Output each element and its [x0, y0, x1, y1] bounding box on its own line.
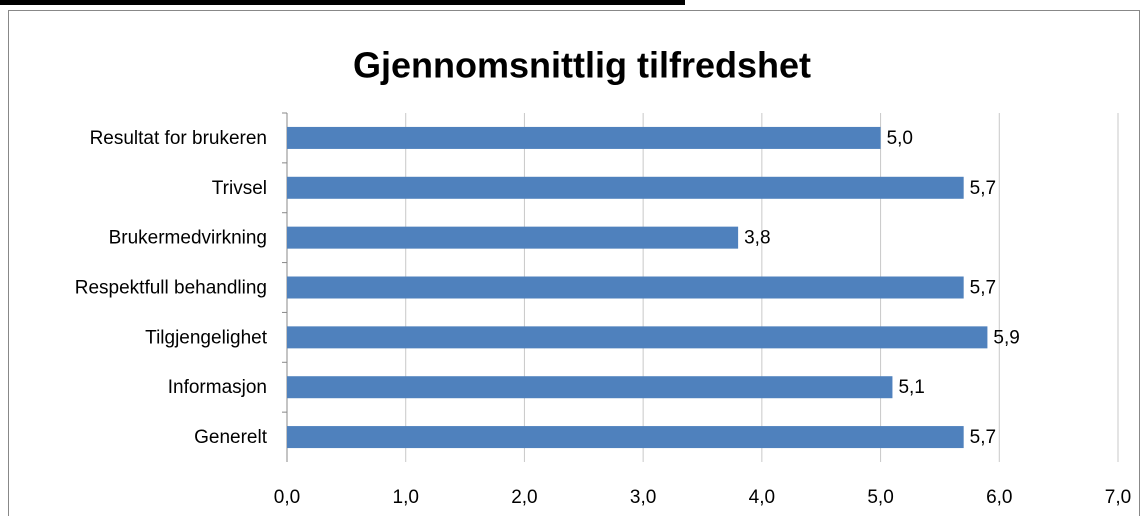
x-tick-label: 2,0 [511, 487, 537, 508]
y-tick-label: Informasjon [168, 377, 267, 398]
y-tick-label: Brukermedvirkning [109, 228, 267, 249]
x-tick-label: 7,0 [1105, 487, 1131, 508]
x-tick-label: 0,0 [274, 487, 300, 508]
bar [287, 176, 964, 199]
y-tick-label: Resultat for brukeren [90, 128, 267, 149]
x-tick-label: 3,0 [630, 487, 656, 508]
x-tick-label: 4,0 [749, 487, 775, 508]
bar [287, 276, 964, 299]
y-tick-label: Generelt [194, 427, 268, 448]
bar [287, 426, 964, 449]
x-tick-label: 1,0 [393, 487, 419, 508]
y-tick-label: Trivsel [212, 178, 267, 199]
y-tick-label: Tilgjengelighet [145, 327, 268, 348]
bar [287, 226, 739, 249]
data-label: 5,1 [898, 377, 924, 398]
data-label: 5,7 [970, 178, 996, 199]
x-tick-label: 5,0 [867, 487, 893, 508]
chart-title: Gjennomsnittlig tilfredshet [353, 45, 811, 86]
bar [287, 326, 988, 349]
data-label: 5,0 [887, 128, 913, 149]
top-bar [0, 0, 685, 5]
bar [287, 126, 881, 149]
data-label: 3,8 [744, 228, 770, 249]
y-tick-label: Respektfull behandling [75, 278, 267, 299]
x-tick-label: 6,0 [986, 487, 1012, 508]
bar [287, 376, 893, 399]
chart-border [8, 10, 1140, 516]
data-label: 5,7 [970, 427, 996, 448]
data-label: 5,9 [993, 327, 1019, 348]
data-label: 5,7 [970, 278, 996, 299]
